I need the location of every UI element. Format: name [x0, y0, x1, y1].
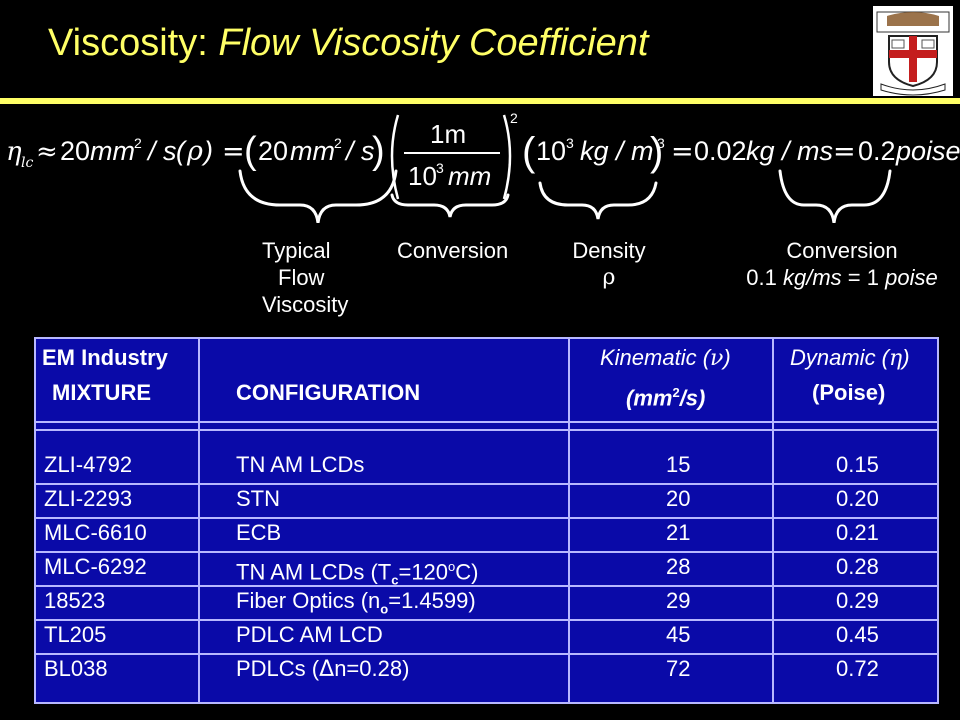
- term1-unit-sup: 2: [334, 135, 342, 151]
- header-dynamic-unit: (Poise): [812, 380, 886, 405]
- fraction-denominator-unit: mm: [448, 161, 491, 191]
- rho-close-paren: ): [201, 136, 213, 166]
- paren-open-2: (: [522, 130, 536, 174]
- equals-sign-2: =: [671, 136, 694, 167]
- header-dynamic: Dynamic (η): [790, 345, 910, 371]
- density-unit: kg / m: [580, 136, 654, 166]
- fraction-numerator: 1m: [430, 119, 466, 149]
- page-title: Viscosity: Flow Viscosity Coefficient: [48, 22, 649, 64]
- lhs-unit-sup: 2: [134, 135, 142, 151]
- paren-close-2: ): [650, 130, 663, 174]
- lhs-unit-mm: mm: [90, 136, 135, 166]
- header-configuration: CONFIGURATION: [236, 380, 421, 405]
- rho-symbol: ρ: [186, 136, 203, 167]
- result2-unit: poise: [895, 136, 960, 166]
- header-em-industry: EM Industry: [42, 345, 168, 370]
- fraction-denominator-sup: 3: [436, 160, 444, 176]
- result1-value: 0.02: [694, 136, 747, 166]
- viscosity-table: EM Industry Kinematic (ν) Dynamic (η) MI…: [34, 337, 939, 704]
- term1-value: 20: [258, 136, 288, 166]
- eta-subscript: lc: [21, 155, 33, 171]
- density-unit-sup: 3: [657, 135, 665, 151]
- header-mixture: MIXTURE: [52, 380, 151, 405]
- lhs-unit-per-s: / s: [146, 136, 177, 166]
- result2-value: 0.2: [858, 136, 896, 166]
- brace-result: [778, 169, 892, 223]
- term1-unit-mm: mm: [290, 136, 335, 166]
- paren-open-1: (: [244, 130, 257, 172]
- label-density: Density ρ: [572, 238, 646, 290]
- label-typical-flow-viscosity: Typical Flow Viscosity: [262, 238, 349, 317]
- density-sup: 3: [566, 135, 574, 151]
- term1-unit-per-s: / s: [344, 136, 375, 166]
- approx-sign: ≈: [36, 137, 58, 167]
- university-shield-icon: [873, 6, 953, 96]
- result1-unit: kg / ms: [746, 136, 833, 166]
- eta-symbol: η: [6, 137, 22, 167]
- viscosity-equation: η lc ≈ 20 mm 2 / s ( ρ ) = ( 20 mm 2 / s…: [6, 110, 960, 223]
- label-conversion: Conversion: [397, 238, 509, 263]
- lhs-value: 20: [60, 136, 90, 166]
- label-conversion-poise: Conversion 0.1 kg/ms = 1 poise: [746, 238, 938, 290]
- outer-exponent: 2: [510, 110, 518, 126]
- brace-density: [538, 181, 658, 220]
- brace-conversion: [390, 193, 510, 218]
- equals-sign-3: =: [833, 136, 856, 167]
- fraction-denominator: 10: [408, 161, 437, 191]
- brace-typical: [238, 169, 398, 223]
- header-kinematic: Kinematic (ν): [600, 345, 731, 371]
- density-base: 10: [536, 136, 566, 166]
- header-kinematic-unit: (mm2/s): [626, 385, 706, 411]
- paren-close-1: ): [372, 130, 385, 172]
- equals-sign-1: =: [222, 136, 245, 167]
- title-divider: [0, 98, 960, 104]
